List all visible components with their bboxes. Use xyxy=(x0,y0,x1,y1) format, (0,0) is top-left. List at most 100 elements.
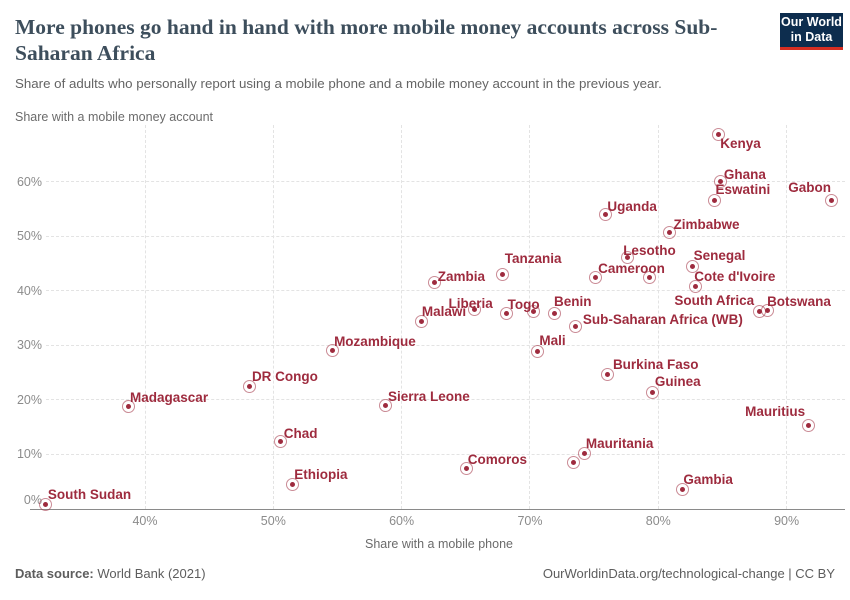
scatter-point[interactable] xyxy=(547,306,561,320)
owid-logo[interactable]: Our World in Data xyxy=(780,13,843,50)
country-label: Togo xyxy=(507,296,540,312)
x-gridline xyxy=(657,125,659,509)
scatter-point[interactable] xyxy=(496,267,510,281)
y-gridline xyxy=(46,235,845,237)
country-label: Mali xyxy=(539,333,566,349)
scatter-point[interactable] xyxy=(601,367,615,381)
footer: Data source: World Bank (2021) OurWorldi… xyxy=(15,566,835,581)
scatter-point[interactable] xyxy=(663,226,677,240)
data-source: Data source: World Bank (2021) xyxy=(15,566,206,581)
country-label: South Sudan xyxy=(47,486,132,502)
country-label: Uganda xyxy=(607,198,657,214)
y-tick-label: 40% xyxy=(16,283,42,298)
x-tick-label: 80% xyxy=(645,514,671,528)
country-label: Ghana xyxy=(723,166,766,182)
country-label: Mauritius xyxy=(745,404,806,420)
owid-logo-line2: in Data xyxy=(790,30,833,44)
owid-logo-line1: Our World xyxy=(781,15,842,29)
country-label: Kenya xyxy=(720,136,761,152)
scatter-point[interactable] xyxy=(801,418,815,432)
footer-link[interactable]: OurWorldinData.org/technological-change … xyxy=(542,566,835,581)
y-tick-label: 60% xyxy=(16,174,42,189)
scatter-point[interactable] xyxy=(566,456,580,470)
country-label: Mozambique xyxy=(334,334,416,350)
country-label: Sub-Saharan Africa (WB) xyxy=(582,311,743,327)
x-gridline xyxy=(144,125,146,509)
scatter-point[interactable] xyxy=(527,305,541,319)
country-label: Gabon xyxy=(788,180,831,196)
scatter-point[interactable] xyxy=(824,193,838,207)
scatter-point[interactable] xyxy=(688,280,702,294)
x-tick-label: 70% xyxy=(517,514,543,528)
x-tick-label: 90% xyxy=(774,514,800,528)
scatter-point[interactable] xyxy=(500,307,514,321)
scatter-point[interactable] xyxy=(325,343,339,357)
country-label: Mauritania xyxy=(585,435,654,451)
data-source-label: Data source: xyxy=(15,566,94,581)
scatter-point[interactable] xyxy=(646,385,660,399)
y-tick-label: 10% xyxy=(16,447,42,462)
scatter-point[interactable] xyxy=(686,259,700,273)
country-label: South Africa xyxy=(674,293,755,309)
country-label: Cameroon xyxy=(598,260,665,276)
y-gridline xyxy=(46,181,845,183)
scatter-point[interactable] xyxy=(675,482,689,496)
y-gridline xyxy=(46,290,845,292)
x-gridline xyxy=(272,125,274,509)
scatter-point[interactable] xyxy=(379,399,393,413)
country-label: Liberia xyxy=(448,296,493,312)
y-tick-label: 0% xyxy=(23,493,42,507)
y-axis-title: Share with a mobile money account xyxy=(15,110,214,124)
scatter-point[interactable] xyxy=(460,462,474,476)
country-label: Lesotho xyxy=(623,243,676,259)
x-axis-line xyxy=(30,508,845,510)
country-label: Gambia xyxy=(683,472,733,488)
y-gridline xyxy=(46,344,845,346)
scatter-point[interactable] xyxy=(569,320,583,334)
y-gridline xyxy=(46,399,845,401)
country-label: Madagascar xyxy=(130,389,209,405)
chart-subtitle: Share of adults who personally report us… xyxy=(15,76,662,91)
country-label: Burkina Faso xyxy=(612,357,699,373)
scatter-point[interactable] xyxy=(620,250,634,264)
country-label: Senegal xyxy=(693,248,746,264)
scatter-point[interactable] xyxy=(642,270,656,284)
country-label: Zambia xyxy=(437,268,485,284)
scatter-point[interactable] xyxy=(415,314,429,328)
country-label: Chad xyxy=(283,425,318,441)
scatter-point[interactable] xyxy=(467,302,481,316)
country-label: Ethiopia xyxy=(294,467,348,483)
country-label: Malawi xyxy=(421,304,467,320)
scatter-point[interactable] xyxy=(274,435,288,449)
chart-title: More phones go hand in hand with more mo… xyxy=(15,15,718,65)
scatter-point[interactable] xyxy=(714,175,728,189)
y-tick-label: 20% xyxy=(16,392,42,407)
scatter-point[interactable] xyxy=(588,271,602,285)
x-gridline xyxy=(401,125,403,509)
data-source-value: World Bank (2021) xyxy=(97,566,206,581)
x-axis-title: Share with a mobile phone xyxy=(364,537,513,551)
scatter-point[interactable] xyxy=(39,498,53,512)
country-label: Benin xyxy=(554,294,592,310)
scatter-point[interactable] xyxy=(243,379,257,393)
scatter-point[interactable] xyxy=(578,447,592,461)
scatter-point[interactable] xyxy=(707,193,721,207)
scatter-point[interactable] xyxy=(121,400,135,414)
scatter-point[interactable] xyxy=(285,477,299,491)
country-label: Eswatini xyxy=(715,182,771,198)
x-tick-label: 60% xyxy=(389,514,415,528)
scatter-point[interactable] xyxy=(711,127,725,141)
country-label: DR Congo xyxy=(251,369,318,385)
scatter-point[interactable] xyxy=(530,344,544,358)
country-label: Comoros xyxy=(467,451,528,467)
country-label: Botswana xyxy=(767,293,831,309)
scatter-point[interactable] xyxy=(428,276,442,290)
y-tick-label: 30% xyxy=(16,338,42,353)
x-tick-label: 50% xyxy=(260,514,286,528)
country-label: Sierra Leone xyxy=(387,388,470,404)
scatter-point[interactable] xyxy=(760,304,774,318)
country-label: Zimbabwe xyxy=(673,216,740,232)
scatter-point[interactable] xyxy=(598,208,612,222)
